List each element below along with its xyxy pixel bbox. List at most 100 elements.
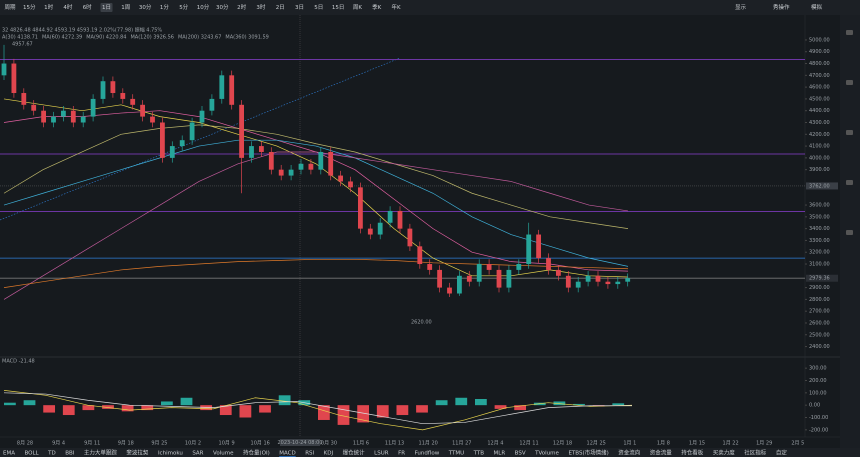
icon[interactable] [846,30,853,35]
bottom-tab[interactable]: TVolume [534,451,559,457]
macd-bar [475,399,487,406]
candle-body [80,116,86,123]
x-tick-label: 1月 1 [623,441,636,447]
candle-body [338,175,343,182]
toolbar-item[interactable]: 10分 [197,3,210,11]
bottom-tab[interactable]: MLR [494,451,506,457]
toolbar-item[interactable]: 5分 [179,3,188,11]
bottom-tab[interactable]: 持仓看板 [681,449,704,457]
toolbar-item[interactable]: 1分 [160,3,169,11]
y-tick-label: 3400.00 [809,226,830,232]
bottom-tab[interactable]: 资金流向 [618,449,640,457]
toolbar-right[interactable]: 显示 [735,4,747,11]
toolbar-right[interactable]: 秀操作 [773,3,790,11]
candle-body [447,287,452,294]
macd-bar [141,405,154,411]
toolbar-right[interactable]: 模拟 [811,3,823,11]
toolbar-item[interactable]: 30分 [139,3,152,11]
bottom-tab[interactable]: Ichimoku [158,451,183,457]
toolbar-item[interactable]: 1周 [121,4,130,11]
toolbar-item[interactable]: 周期 [4,4,16,11]
chart-header: 32 4826.48 4844.92 4593.19 4593.19 2.02%… [2,27,162,34]
x-tick-label: 2月 5 [791,441,804,447]
bottom-tab[interactable]: BOLL [24,451,39,457]
candle-body [565,275,571,288]
macd-bar [514,405,527,411]
bottom-tab[interactable]: 爆仓统计 [343,449,366,457]
toolbar-item[interactable]: 4时 [63,3,72,11]
y-tick-label: 4800.00 [809,61,830,67]
toolbar-item[interactable]: 15日 [332,4,345,11]
bottom-tab[interactable]: 社区指标 [744,449,767,457]
macd-bar [278,395,291,406]
toolbar-item[interactable]: 15分 [23,3,36,11]
x-tick-label: 1月 29 [756,441,772,447]
toolbar-item[interactable]: 2日 [276,4,285,11]
bottom-tab[interactable]: BSV [515,451,526,457]
bottom-tab[interactable]: EMA [3,451,15,457]
toolbar-item[interactable]: 3时 [256,3,265,11]
x-tick-label: 11月 27 [452,441,471,447]
icon[interactable] [846,80,853,85]
icon[interactable] [846,130,853,135]
bottom-tab[interactable]: ETBS(市场情绪) [568,449,608,457]
bottom-tab[interactable]: 自定 [776,449,788,457]
crosshair-date-bg [280,439,320,446]
bottom-tab[interactable]: KDJ [324,451,334,457]
bottom-tab[interactable]: 买卖力度 [713,449,736,457]
candle-body [209,98,215,111]
toolbar-item[interactable]: 1日 [102,4,111,11]
bottom-tab[interactable]: SAR [192,451,203,457]
toolbar-item[interactable]: 季K [372,3,382,11]
toolbar-item[interactable]: 1时 [44,3,53,11]
candle-body [605,281,611,285]
bottom-tab[interactable]: 资金流量 [650,449,673,457]
last-price: 2979.36 [809,276,830,282]
y-tick-label: 2900.00 [809,285,830,291]
bottom-tab[interactable]: TTB [473,451,485,457]
toolbar-item[interactable]: 年K [391,3,401,11]
candle-body [130,98,136,105]
x-tick-label: 11月 6 [353,441,369,447]
ma-legend: A(30) 4138.71 [2,35,38,41]
macd-bar [23,400,36,406]
bottom-tab[interactable]: FR [398,451,405,457]
icon[interactable] [846,230,853,235]
macd-bar [553,401,566,406]
macd-bar [612,403,625,406]
ma-legend: MA(120) 3926.56 [130,35,173,41]
bottom-tab[interactable]: 持仓量(OI) [243,449,270,457]
candle-body [536,234,541,259]
active-tab-bg [100,3,113,12]
candle-body [575,281,581,288]
toolbar-item[interactable]: 6时 [83,3,92,11]
bottom-tab[interactable]: Fundflow [415,451,440,457]
macd-title: MACD -21.48 [2,359,35,365]
macd-bar [4,402,16,406]
bottom-tab[interactable]: 斐波拉契 [126,449,149,457]
y-tick-label: 3600.00 [809,203,830,209]
candle-body [249,146,254,158]
y-tick-label: 4100.00 [809,144,830,150]
toolbar-item[interactable]: 3日 [295,4,304,11]
crosshair-date: 2023-10-24 08:00 [277,440,322,446]
bottom-tab[interactable]: 主力大单跟踪 [84,449,118,457]
bottom-tab[interactable]: RSI [305,451,314,457]
bottom-tab[interactable]: TD [47,451,56,457]
bottom-tab[interactable]: Volume [213,451,234,457]
bottom-tab[interactable]: MACD [279,451,296,457]
toolbar-item[interactable]: 5日 [314,4,323,11]
bottom-tab[interactable]: LSUR [374,451,389,457]
y-tick-label: 300.00 [809,366,827,372]
macd-bar [573,403,585,406]
bottom-tab[interactable]: BBI [65,451,75,457]
toolbar-item[interactable]: 30分 [216,3,229,11]
icon[interactable] [846,180,853,185]
toolbar-item[interactable]: 2时 [237,3,246,11]
toolbar-item[interactable]: 周K [353,4,363,11]
candle-body [61,110,66,117]
candle-body [31,104,37,111]
macd-line [3,390,633,431]
candle-body [219,75,225,99]
bottom-tab[interactable]: TTMU [448,451,464,457]
